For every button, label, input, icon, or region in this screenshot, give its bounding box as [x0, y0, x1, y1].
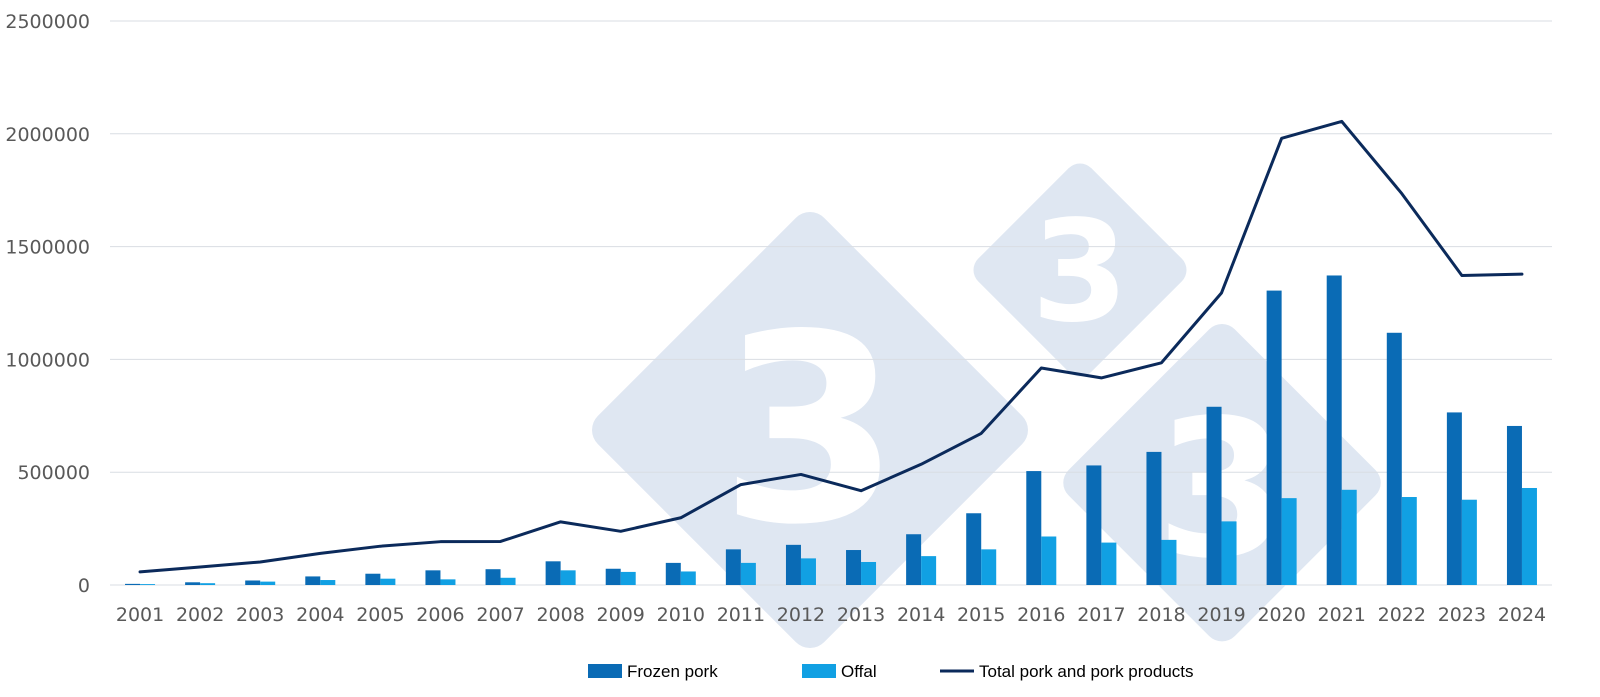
bar-frozen-pork — [1266, 290, 1282, 585]
x-tick-label: 2006 — [416, 604, 464, 626]
x-tick-label: 2015 — [957, 604, 1005, 626]
x-tick-label: 2016 — [1017, 604, 1065, 626]
x-tick-label: 2013 — [837, 604, 885, 626]
x-tick-label: 2009 — [597, 604, 645, 626]
bar-frozen-pork — [1446, 412, 1462, 585]
x-tick-label: 2024 — [1498, 604, 1546, 626]
bar-offal — [260, 581, 276, 585]
bar-frozen-pork — [125, 583, 141, 585]
bar-frozen-pork — [485, 569, 501, 585]
bar-offal — [560, 570, 576, 585]
gridlines — [110, 20, 1552, 586]
bar-offal — [1101, 542, 1117, 585]
bar-frozen-pork — [365, 573, 381, 585]
bar-offal — [1041, 536, 1057, 585]
x-tick-label: 2010 — [657, 604, 705, 626]
x-tick-label: 2003 — [236, 604, 284, 626]
bar-offal — [1281, 498, 1297, 585]
bar-offal — [740, 562, 756, 585]
y-tick-label: 500000 — [17, 462, 90, 484]
bar-frozen-pork — [605, 568, 621, 585]
legend-label: Frozen pork — [627, 662, 718, 681]
legend-swatch — [802, 664, 836, 678]
bar-offal — [620, 571, 636, 585]
bar-offal — [921, 556, 937, 585]
bar-offal — [320, 580, 336, 585]
x-tick-label: 2002 — [176, 604, 224, 626]
bar-frozen-pork — [1086, 465, 1102, 585]
line-total-pork-and-pork-products — [138, 119, 1524, 574]
x-tick-label: 2008 — [536, 604, 584, 626]
bar-frozen-pork — [1206, 406, 1222, 585]
x-tick-label: 2004 — [296, 604, 344, 626]
bar-offal — [1401, 497, 1417, 585]
y-axis-ticks: 0 500000 1000000 1500000 2000000 2500000 — [5, 11, 90, 597]
watermark-logo: 3 3 3 — [592, 163, 1381, 648]
x-tick-label: 2017 — [1077, 604, 1125, 626]
x-tick-label: 2021 — [1318, 604, 1366, 626]
x-tick-label: 2019 — [1197, 604, 1245, 626]
bar-offal — [440, 579, 456, 585]
bar-frozen-pork — [1386, 332, 1402, 585]
x-tick-label: 2011 — [717, 604, 765, 626]
bar-offal — [1221, 521, 1237, 585]
x-tick-label: 2012 — [777, 604, 825, 626]
bar-offal — [680, 571, 696, 585]
bar-offal — [500, 577, 516, 585]
watermark-glyph-large: 3 — [720, 280, 901, 582]
legend-swatch — [588, 664, 622, 678]
bar-frozen-pork — [966, 513, 982, 585]
bar-frozen-pork — [906, 534, 922, 585]
bar-offal — [1341, 489, 1357, 585]
y-tick-label: 2000000 — [5, 124, 90, 146]
bar-frozen-pork — [1026, 471, 1042, 585]
bar-offal — [800, 558, 816, 585]
bar-frozen-pork — [725, 549, 741, 585]
x-tick-label: 2005 — [356, 604, 404, 626]
bar-offal — [981, 549, 997, 585]
bar-frozen-pork — [785, 544, 801, 585]
bar-frozen-pork — [1506, 425, 1522, 585]
bar-offal — [200, 583, 216, 585]
legend: Frozen pork Offal Total pork and pork prod… — [588, 662, 1194, 681]
x-tick-label: 2001 — [116, 604, 164, 626]
y-tick-label: 0 — [78, 575, 90, 597]
bars — [125, 275, 1537, 585]
bar-frozen-pork — [665, 562, 681, 585]
line-series — [138, 119, 1524, 574]
y-tick-label: 1500000 — [5, 237, 90, 259]
x-tick-label: 2020 — [1257, 604, 1305, 626]
bar-offal — [380, 578, 396, 585]
y-tick-label: 1000000 — [5, 349, 90, 371]
x-tick-label: 2022 — [1378, 604, 1426, 626]
x-tick-label: 2014 — [897, 604, 945, 626]
bar-offal — [140, 584, 156, 585]
bar-frozen-pork — [185, 582, 201, 585]
bar-offal — [861, 561, 877, 585]
bar-frozen-pork — [305, 576, 321, 585]
legend-label: Offal — [841, 662, 877, 681]
bar-frozen-pork — [245, 580, 261, 585]
bar-frozen-pork — [425, 570, 441, 585]
x-tick-label: 2023 — [1438, 604, 1486, 626]
bar-offal — [1461, 499, 1477, 585]
bar-frozen-pork — [1146, 451, 1162, 585]
x-axis-ticks: 2001 2002 2003 2004 2005 2006 2007 2008 2009 2010… — [116, 604, 1546, 626]
x-tick-label: 2018 — [1137, 604, 1185, 626]
y-tick-label: 2500000 — [5, 11, 90, 33]
bar-frozen-pork — [846, 550, 862, 585]
bar-offal — [1521, 487, 1537, 585]
bar-frozen-pork — [1326, 275, 1342, 585]
bar-offal — [1161, 539, 1177, 585]
legend-label: Total pork and pork products — [979, 662, 1194, 681]
watermark-glyph-small: 3 — [1031, 191, 1128, 354]
bar-frozen-pork — [545, 561, 561, 585]
x-tick-label: 2007 — [476, 604, 524, 626]
